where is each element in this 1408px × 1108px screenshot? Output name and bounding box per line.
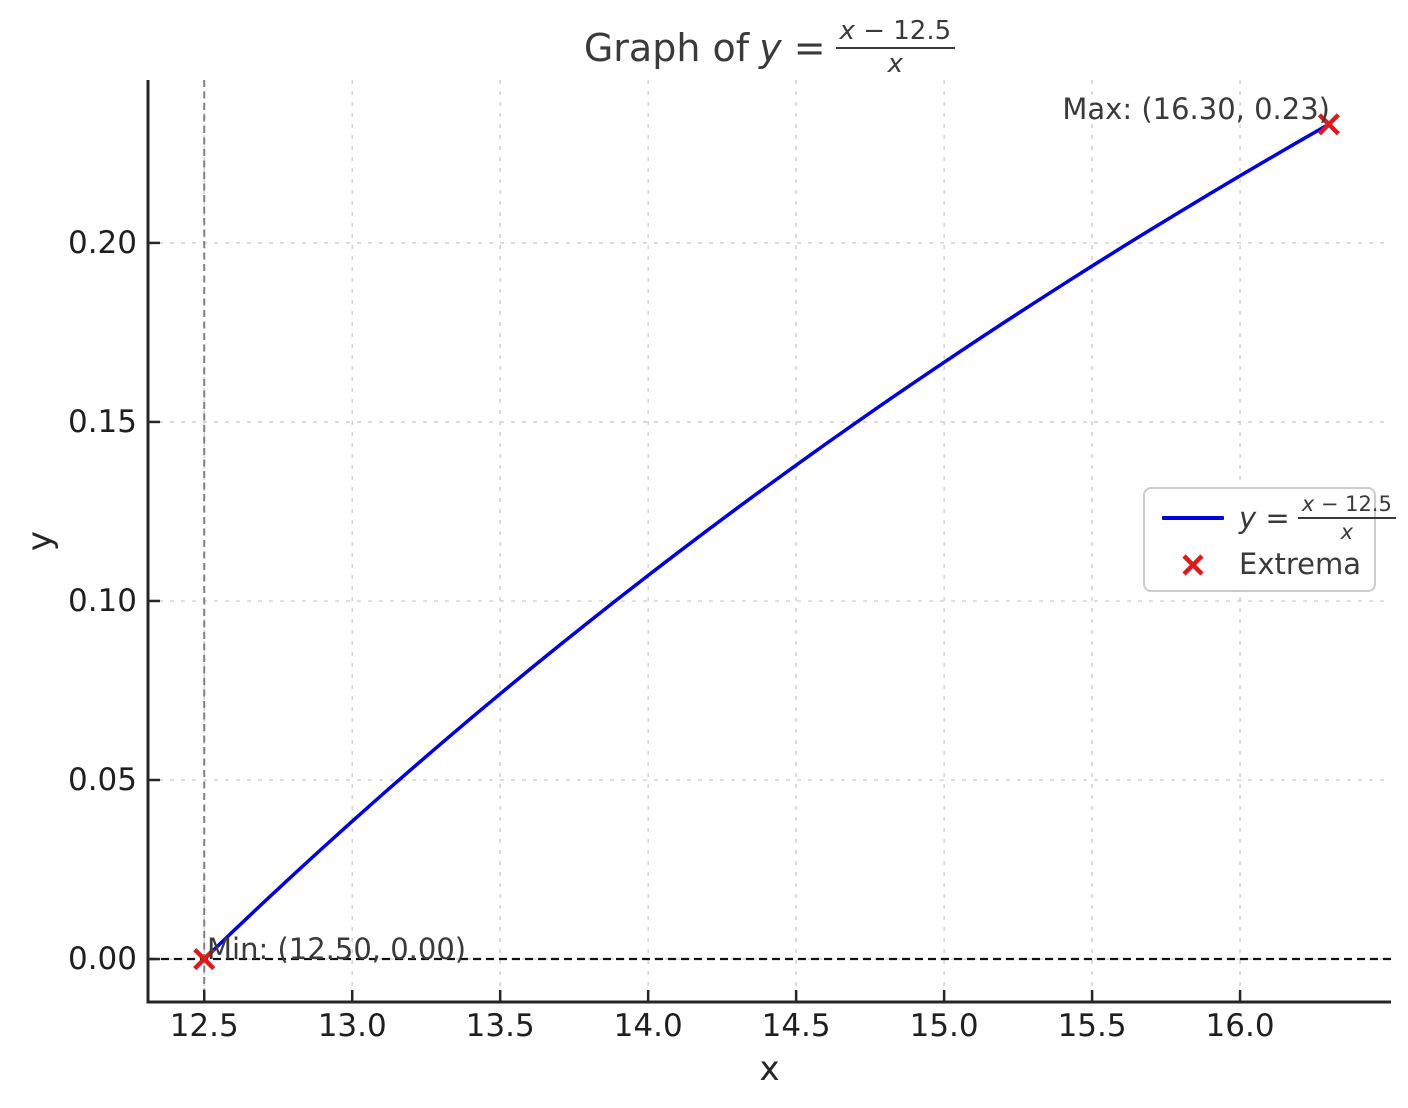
legend-fraction: x − 12.5 x: [1297, 493, 1396, 544]
legend-line-key: [1157, 516, 1229, 520]
legend-entry-extrema: Extrema: [1157, 545, 1362, 584]
extrema-marker: [193, 947, 216, 971]
legend-fraction-denominator: x: [1340, 520, 1353, 544]
legend-curve-lhs: y =: [1239, 500, 1290, 535]
legend-marker-key: [1157, 552, 1229, 578]
legend-extrema-label: Extrema: [1239, 547, 1362, 581]
extrema-marker: [1317, 113, 1340, 136]
line-swatch-icon: [1162, 516, 1224, 520]
chart-title: Graph of y = x − 12.5 x: [148, 14, 1391, 82]
title-lhs: y =: [759, 26, 826, 70]
x-axis-label: x: [759, 1049, 780, 1089]
legend-fraction-numerator: x − 12.5: [1297, 493, 1396, 519]
y-axis-label: y: [20, 530, 60, 552]
title-fraction-denominator: x: [887, 49, 904, 79]
legend-curve-label: y = x − 12.5 x: [1239, 493, 1396, 543]
max-annotation: Max: (16.30, 0.23): [1062, 92, 1330, 126]
title-prefix: Graph of: [583, 26, 750, 70]
min-annotation: Min: (12.50, 0.00): [207, 932, 467, 966]
curve-line: [202, 122, 1331, 961]
legend-entry-curve: y = x − 12.5 x: [1157, 493, 1396, 543]
title-fraction-numerator: x − 12.5: [835, 17, 956, 49]
title-fraction: x − 12.5 x: [835, 17, 956, 79]
x-marker-icon: [1182, 553, 1204, 576]
legend: y = x − 12.5 x Extrema: [1143, 487, 1396, 592]
